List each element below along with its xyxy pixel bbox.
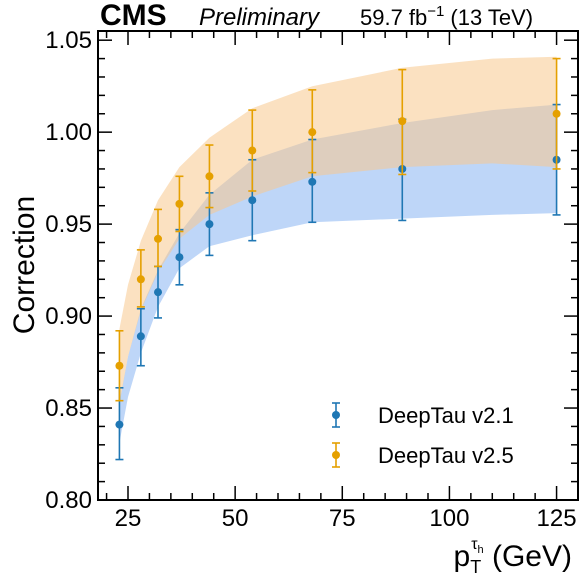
y-tick-label: 0.80 [45,487,92,514]
point-s1-6 [308,128,317,137]
point-s1-2 [154,234,162,243]
x-tick-label: 125 [537,505,577,532]
point-s0-5 [248,196,257,205]
x-tick-label: 100 [429,505,469,532]
point-s0-1 [136,332,145,341]
y-axis-title: Correction [8,196,41,334]
point-s1-1 [136,275,145,284]
point-s1-8 [552,109,561,118]
data-points [115,57,561,461]
point-s0-3 [175,253,184,262]
point-s1-7 [398,117,407,126]
y-tick-label: 0.90 [45,303,92,330]
legend-marker-v21 [332,411,340,419]
y-tick-label: 0.95 [45,211,92,238]
x-tick-label: 75 [329,505,356,532]
x-tick-label: 25 [115,505,142,532]
status-label: Preliminary [199,4,321,31]
point-s0-6 [308,177,317,186]
y-tick-label: 1.05 [45,27,92,54]
y-tick-label: 1.00 [45,119,92,146]
point-s1-5 [248,146,257,155]
axis-ticks: 25 50 75 100 125 0.80 0.85 0.90 0.95 1.00 1.05 [45,27,579,532]
point-s0-0 [115,420,124,429]
legend: DeepTau v2.1 DeepTau v2.5 [332,402,514,468]
point-s1-4 [205,172,214,181]
uncertainty-bands [119,56,557,443]
point-s1-0 [115,361,124,370]
band-series-1 [119,56,557,405]
point-s0-2 [154,288,162,297]
experiment-label: CMS [100,0,167,32]
point-s1-3 [175,199,184,208]
legend-marker-v25 [332,451,340,459]
x-axis-title: pTτh (GeV) [454,536,573,575]
point-s0-4 [205,220,214,229]
legend-label-v25: DeepTau v2.5 [378,443,514,468]
plot-frame [97,30,579,501]
lumi-label: 59.7 fb−1 (13 TeV) [360,3,533,30]
y-tick-label: 0.85 [45,395,92,422]
x-tick-label: 50 [222,505,249,532]
legend-label-v21: DeepTau v2.1 [378,403,514,428]
